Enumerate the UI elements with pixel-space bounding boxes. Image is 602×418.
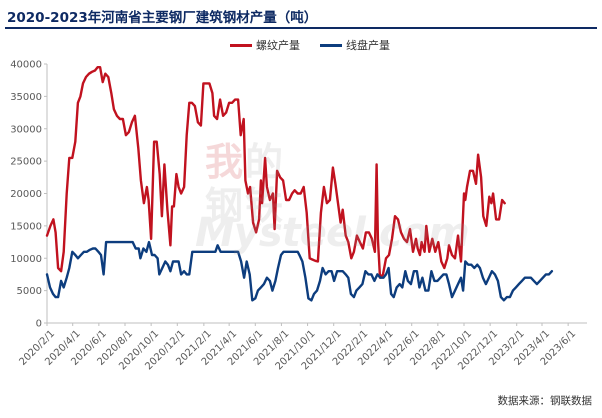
series-line-wire-rod — [45, 240, 554, 302]
y-tick-label: 20000 — [10, 189, 42, 200]
data-source-note: 数据来源：钢联数据 — [497, 395, 593, 407]
legend-label-rebar: 螺纹产量 — [256, 39, 300, 52]
y-tick-label: 25000 — [10, 157, 42, 168]
chart-title: 2020-2023年河南省主要钢厂建筑钢材产量（吨） — [7, 10, 318, 26]
title-underline — [5, 27, 597, 29]
y-tick-label: 15000 — [10, 221, 42, 232]
y-tick-label: 10000 — [10, 254, 42, 265]
y-tick-label: 40000 — [10, 60, 42, 71]
legend-item-rebar: 螺纹产量 — [230, 37, 300, 53]
legend: 螺纹产量 线盘产量 — [230, 37, 390, 53]
legend-swatch-rebar — [230, 43, 252, 47]
legend-item-wire-rod: 线盘产量 — [320, 37, 390, 53]
y-tick-label: 35000 — [10, 92, 42, 103]
y-tick-label: 30000 — [10, 124, 42, 135]
legend-swatch-wire-rod — [320, 43, 342, 47]
series-line-rebar — [45, 66, 506, 279]
y-tick-label: 0 — [36, 319, 42, 330]
legend-label-wire-rod: 线盘产量 — [346, 39, 390, 52]
y-tick-label: 5000 — [17, 286, 42, 297]
